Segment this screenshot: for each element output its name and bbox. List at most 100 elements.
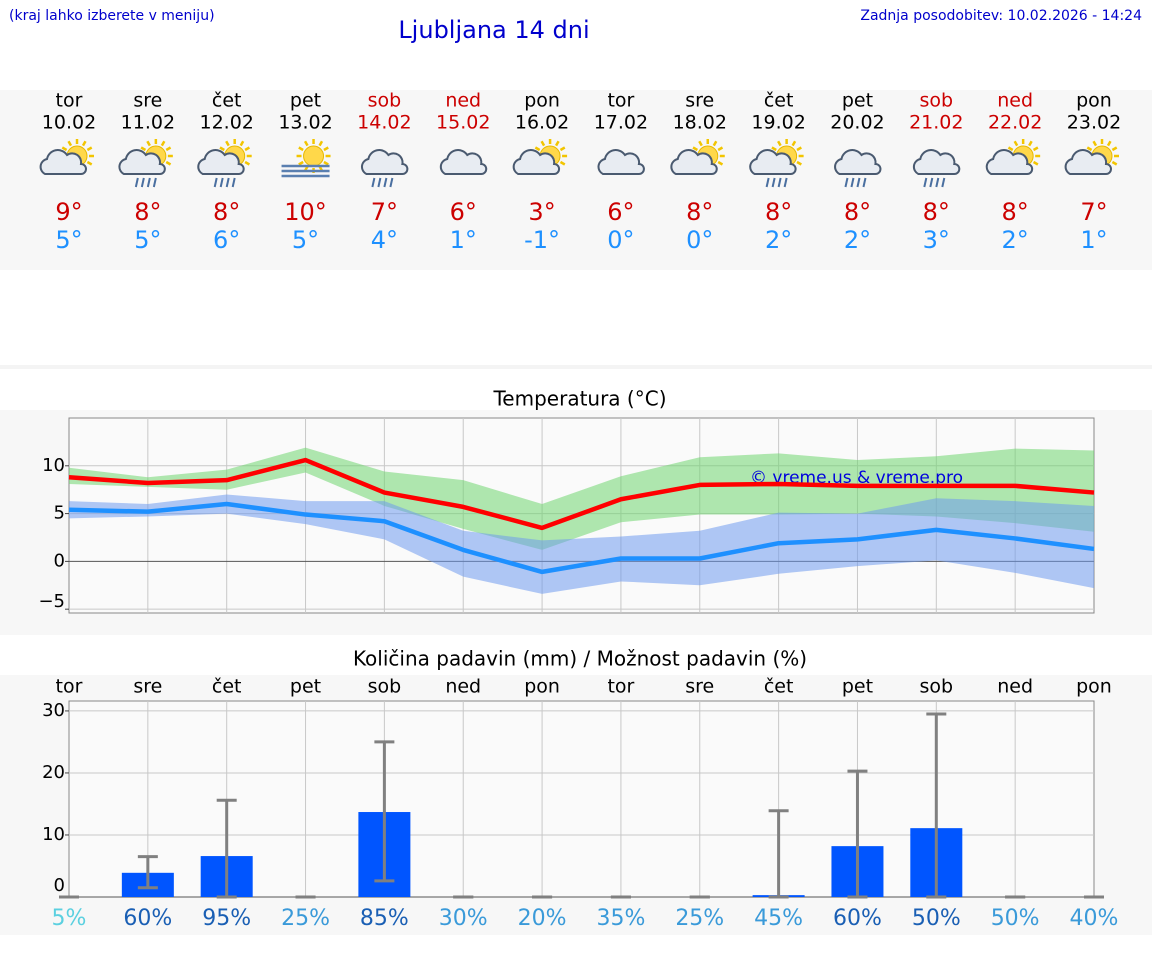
date: 19.02 (751, 112, 805, 134)
max-temp: 8° (134, 198, 161, 226)
chart-title: Temperatura (°C) (492, 387, 666, 411)
range-band (69, 447, 1094, 550)
category-label: pon (1076, 676, 1112, 698)
hint[interactable]: (kraj lahko izberete v meniju) (9, 8, 215, 24)
date: 17.02 (594, 112, 648, 134)
category-label: čet (212, 676, 242, 698)
min-temp: 3° (923, 226, 950, 254)
sun-ray (777, 140, 782, 147)
sun-ray (225, 140, 230, 147)
cloud (597, 149, 645, 175)
cloud (360, 149, 409, 175)
date: 14.02 (357, 112, 411, 134)
y-tick-label: 0 (54, 875, 65, 896)
sun-ray (540, 140, 546, 147)
sun-ray (86, 146, 93, 152)
min-temp: 2° (1002, 226, 1029, 254)
cloud (670, 149, 718, 175)
probability-label: 40% (1070, 906, 1119, 931)
sun-ray (146, 140, 151, 147)
max-temp: 8° (686, 198, 713, 226)
error-bar (374, 740, 395, 883)
min-temp: 0° (686, 226, 713, 254)
sun-ray (61, 146, 68, 152)
error-bar (137, 855, 158, 890)
sun-ray (1106, 140, 1112, 147)
separator (0, 365, 1152, 369)
sun-ray (1007, 146, 1014, 152)
rain (371, 177, 376, 188)
weekday: sre (133, 90, 162, 112)
temp-line (68, 501, 1095, 575)
weekday: pon (1076, 90, 1112, 112)
min-temp: -1° (524, 226, 560, 254)
weather-icon (360, 149, 409, 188)
sun-ray (303, 140, 309, 147)
sun-ray (323, 146, 329, 152)
rain (219, 177, 224, 188)
sun-ray (165, 160, 172, 166)
max-temp: 8° (765, 198, 792, 226)
weather-icon (985, 139, 1041, 175)
max-temp: 9° (55, 198, 82, 226)
weather-icon (834, 149, 882, 188)
rain (923, 177, 928, 188)
cloud (197, 149, 245, 175)
y-tick-label: 0 (54, 550, 65, 571)
date: 23.02 (1067, 112, 1121, 134)
category-label: sre (685, 676, 714, 698)
date: 13.02 (278, 112, 332, 134)
cloud (39, 149, 87, 175)
rain (929, 177, 934, 188)
probability-label: 25% (675, 906, 724, 931)
error-bar (926, 712, 947, 899)
weather-icon (281, 139, 331, 178)
probability-label: 5% (52, 906, 87, 931)
probability-label: 85% (360, 906, 409, 931)
temp-line (68, 457, 1095, 531)
sun-ray (717, 146, 724, 152)
updated: Zadnja posodobitev: 10.02.2026 - 14:24 (860, 8, 1142, 24)
category-label: tor (56, 676, 83, 698)
sun-ray (554, 140, 560, 147)
date: 12.02 (199, 112, 253, 134)
sun-ray (559, 160, 566, 166)
sun-ray (712, 140, 718, 147)
sun-ray (165, 146, 172, 152)
sun-ray (1032, 160, 1039, 166)
cloud (749, 149, 797, 175)
weekday: sob (920, 90, 954, 112)
category-label: sre (133, 676, 162, 698)
error-bar (847, 769, 868, 899)
weather-icon (912, 149, 961, 188)
probability-label: 60% (123, 906, 172, 931)
days-band (0, 90, 1152, 270)
max-temp: 8° (923, 198, 950, 226)
category-label: čet (764, 676, 794, 698)
probability-label: 50% (991, 906, 1040, 931)
min-temp: 4° (371, 226, 398, 254)
probability-label: 20% (518, 906, 567, 931)
category-label: tor (607, 676, 634, 698)
weekday: sre (685, 90, 714, 112)
error-bar (768, 809, 789, 899)
weather-icon (597, 149, 645, 175)
rain (935, 177, 940, 188)
category-label: ned (445, 676, 481, 698)
date: 11.02 (121, 112, 175, 134)
weather-icon (512, 139, 568, 175)
sun-ray (244, 160, 251, 166)
min-temp: 5° (292, 226, 319, 254)
rain (862, 177, 867, 188)
date: 16.02 (515, 112, 569, 134)
y-tick-label: 10 (42, 455, 65, 476)
rain (231, 177, 236, 188)
max-temp: 8° (213, 198, 240, 226)
weather-icon (439, 149, 488, 175)
category-label: pet (290, 676, 321, 698)
sun-ray (1111, 146, 1118, 152)
min-temp: 1° (1080, 226, 1107, 254)
weekday: čet (764, 90, 794, 112)
chart-title: Količina padavin (mm) / Možnost padavin … (353, 647, 807, 671)
